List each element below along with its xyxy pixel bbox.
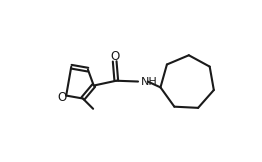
Text: O: O bbox=[58, 91, 67, 104]
Text: NH: NH bbox=[140, 77, 157, 87]
Text: O: O bbox=[110, 50, 119, 63]
